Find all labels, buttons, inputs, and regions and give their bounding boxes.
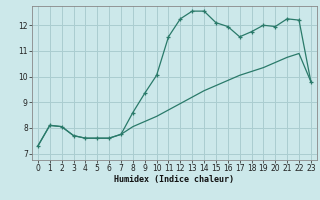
X-axis label: Humidex (Indice chaleur): Humidex (Indice chaleur) bbox=[115, 175, 234, 184]
